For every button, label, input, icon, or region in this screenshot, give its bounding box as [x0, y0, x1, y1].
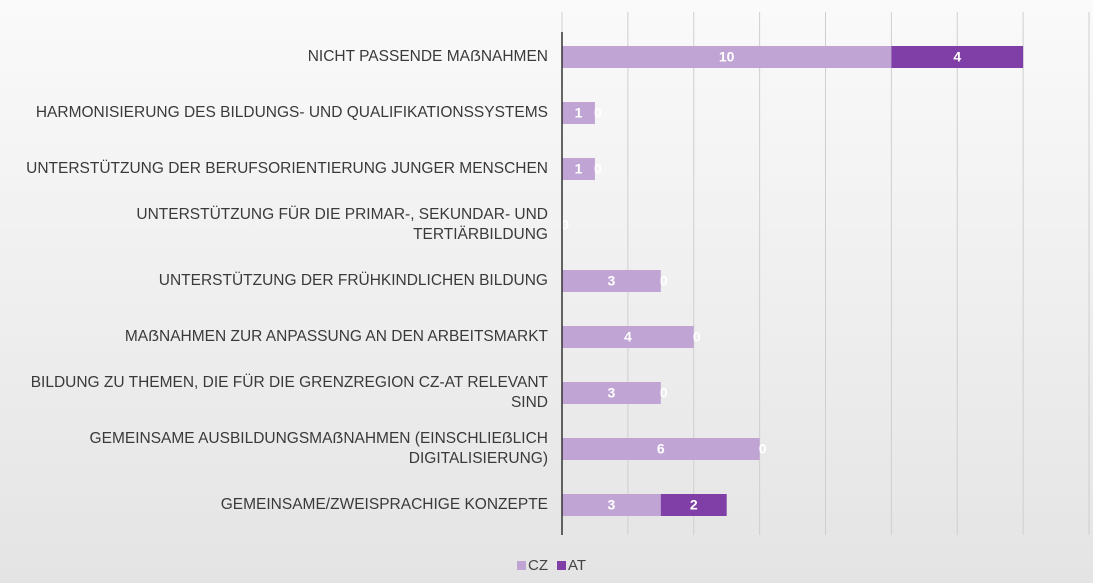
value-label: 0: [594, 105, 602, 121]
category-label: NICHT PASSENDE MAẞNAHMEN: [307, 48, 548, 65]
bar: [562, 270, 661, 292]
category-label: HARMONISIERUNG DES BILDUNGS- UND QUALIFI…: [35, 104, 548, 121]
value-label: 3: [608, 385, 616, 401]
value-label: 1: [575, 161, 583, 177]
value-label: 0: [561, 217, 569, 233]
value-label: 0: [660, 273, 668, 289]
bar: [562, 438, 760, 460]
bar: [562, 382, 661, 404]
bar: [562, 102, 595, 124]
value-label: 0: [693, 329, 701, 345]
bar: [562, 158, 595, 180]
category-label: BILDUNG ZU THEMEN, DIE FÜR DIE GRENZREGI…: [30, 374, 548, 411]
value-label: 3: [608, 273, 616, 289]
bar: [562, 494, 661, 516]
legend-swatch: [517, 561, 526, 570]
value-label: 0: [561, 217, 569, 233]
category-label: UNTERSTÜTZUNG FÜR DIE PRIMAR-, SEKUNDAR-…: [136, 206, 548, 243]
category-label: UNTERSTÜTZUNG DER BERUFSORIENTIERUNG JUN…: [26, 160, 548, 177]
value-label: 6: [657, 441, 665, 457]
value-label: 3: [608, 497, 616, 513]
value-label: 4: [624, 329, 632, 345]
value-label: 2: [690, 497, 698, 513]
category-label: GEMEINSAME/ZWEISPRACHIGE KONZEPTE: [220, 496, 548, 513]
bar: [562, 326, 694, 348]
value-label: 0: [759, 441, 767, 457]
legend-swatch: [557, 561, 566, 570]
category-label: MAẞNAHMEN ZUR ANPASSUNG AN DEN ARBEITSMA…: [124, 328, 548, 345]
category-label: UNTERSTÜTZUNG DER FRÜHKINDLICHEN BILDUNG: [158, 272, 548, 289]
value-label: 1: [575, 105, 583, 121]
value-label: 0: [594, 161, 602, 177]
legend-label: CZ: [528, 557, 548, 574]
bar: [660, 494, 727, 516]
bar: [562, 46, 892, 68]
value-label: 4: [953, 49, 961, 65]
category-label: GEMEINSAME AUSBILDUNGSMAẞNAHMEN (EINSCHL…: [89, 430, 548, 467]
legend-label: AT: [568, 557, 586, 574]
value-label: 0: [660, 385, 668, 401]
value-label: 10: [719, 49, 735, 65]
bar: [891, 46, 1024, 68]
